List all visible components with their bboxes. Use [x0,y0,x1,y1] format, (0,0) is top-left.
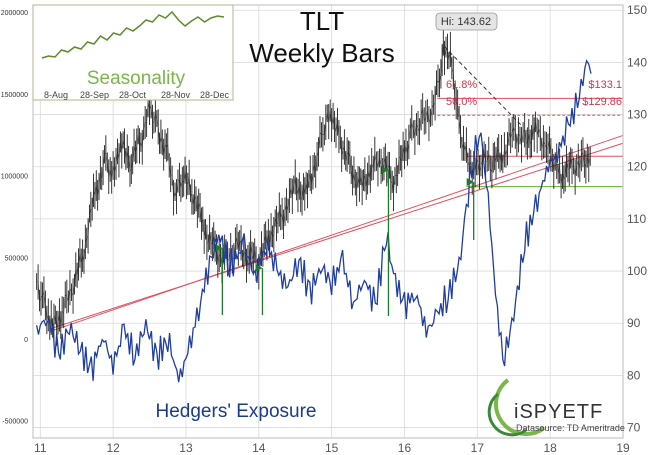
x-tick-label-5: 16 [398,441,412,455]
grid [33,5,624,438]
y-right-tick-label-8: 150 [627,3,647,17]
seasonality-label: Seasonality [87,68,186,89]
trendline-1 [51,142,624,329]
level-label-129: $129.86 [582,96,622,108]
axes: 11 12 13 14 15 16 17 18 19 70 80 90 100 110 120 130 140 1… [1,3,648,455]
brand-name: iSPYETF [514,401,603,423]
high-label: Hi: 143.62 [441,16,491,28]
seasonality-tick-1: 28-Sep [80,90,109,100]
seasonality-line [41,10,225,59]
fib-label-618: 61.8% [446,79,477,91]
fib-label-500: 50.0% [446,96,477,108]
y-right-tick-label-7: 140 [627,55,647,69]
x-tick-label-4: 15 [325,441,339,455]
trendline-2 [51,134,624,332]
x-tick-label-8: 19 [616,441,630,455]
brand-swoosh-icon [494,378,546,436]
chart-title: TLT [300,6,344,36]
x-tick-label-7: 18 [543,441,557,455]
y-left-tick-label-1: 0 [24,337,28,344]
y-right-tick-label-3: 100 [627,264,647,278]
y-right-tick-label-0: 70 [627,421,641,435]
seasonality-tick-4: 28-Dec [200,90,230,100]
brand-source: Datasource: TD Ameritrade [516,423,625,433]
arrows [215,166,475,316]
y-left-tick-label-0: -500000 [2,419,28,426]
brand-swoosh-inner-icon [487,392,527,437]
x-tick-label-3: 14 [252,441,266,455]
reference-lines [51,46,624,332]
exposure-series [35,59,592,383]
x-tick-label-2: 13 [179,441,193,455]
seasonality-box [32,4,234,101]
exposure-line [35,59,592,383]
exposure-legend-label: Hedgers' Exposure [156,401,317,422]
x-tick-label-1: 12 [106,441,120,455]
y-left-tick-label-2: 500000 [5,255,28,262]
brand: iSPYETF Datasource: TD Ameritrade [487,378,625,437]
high-callout-box [435,12,498,31]
y-left-tick-label-5: 2000000 [1,10,28,17]
y-left-tick-label-4: 1500000 [1,92,28,99]
downtrend-line [444,46,522,126]
seasonality-tick-2: 28-Oct [119,90,147,100]
y-right-tick-label-2: 90 [627,316,641,330]
price-series [36,30,591,346]
x-tick-label-0: 11 [34,441,47,455]
x-tick-label-6: 17 [471,441,485,455]
high-callout: Hi: 143.62 [435,12,498,31]
y-right-tick-label-6: 130 [627,108,647,122]
seasonality-inset: Seasonality 8-Aug 28-Sep 28-Oct 28-Nov 2… [32,4,234,101]
plot-frame [32,4,624,439]
chart-subtitle: Weekly Bars [249,38,394,68]
y-right-tick-label-5: 120 [627,160,647,174]
seasonality-tick-3: 28-Nov [161,90,191,100]
y-right-tick-label-4: 110 [627,212,646,226]
level-label-133: $133.1 [588,79,622,91]
price-line [36,42,591,329]
seasonality-tick-0: 8-Aug [44,90,68,100]
y-right-tick-label-1: 80 [627,368,641,382]
y-left-tick-label-3: 1000000 [1,174,28,181]
